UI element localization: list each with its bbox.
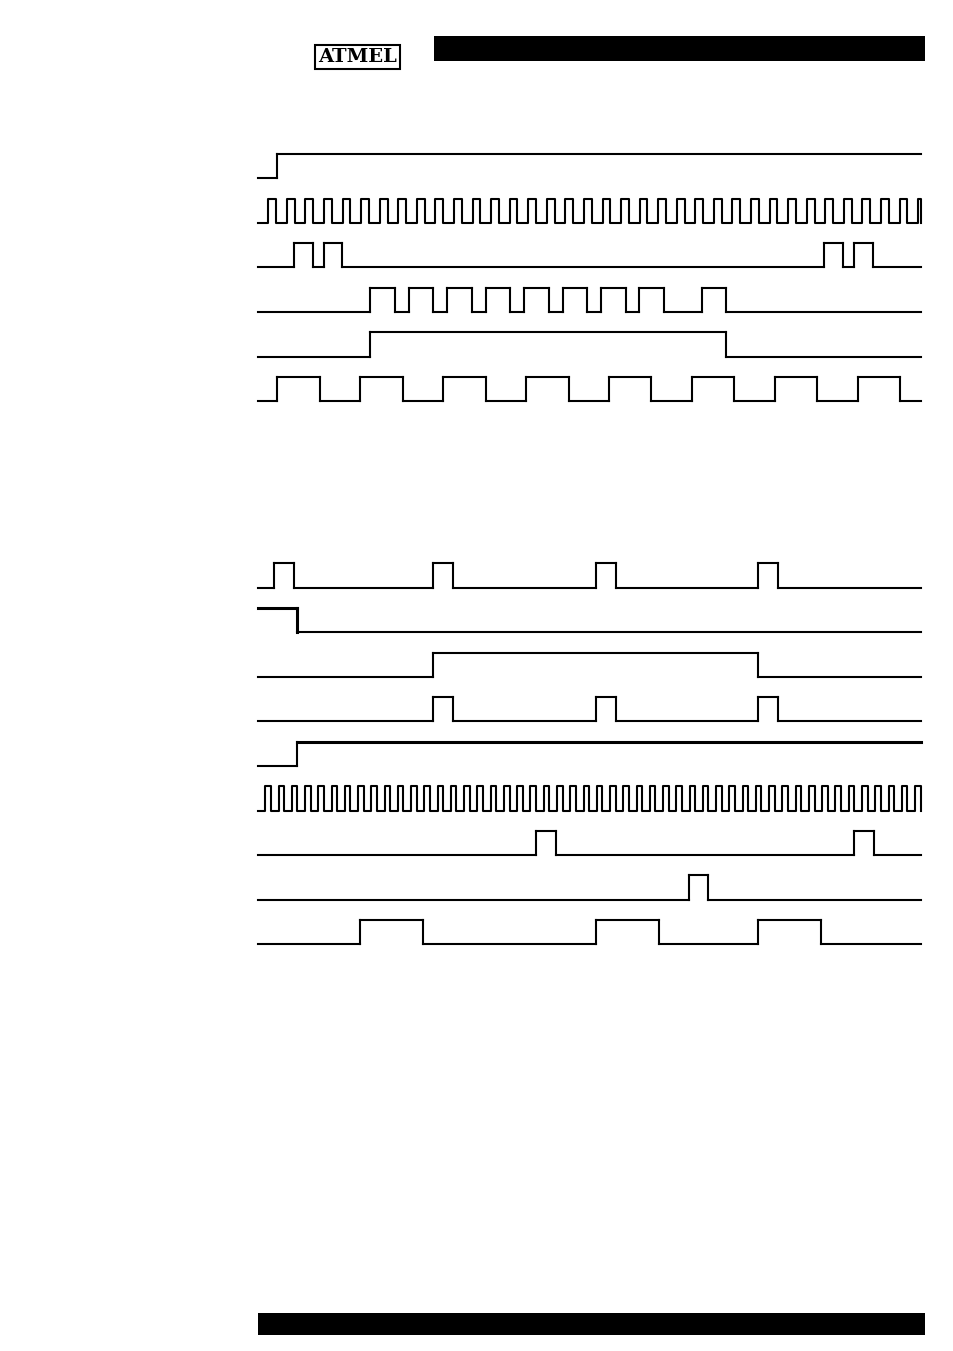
Text: ATMEL: ATMEL: [318, 47, 396, 66]
Bar: [434, 36, 924, 61]
Bar: [257, 1313, 924, 1335]
